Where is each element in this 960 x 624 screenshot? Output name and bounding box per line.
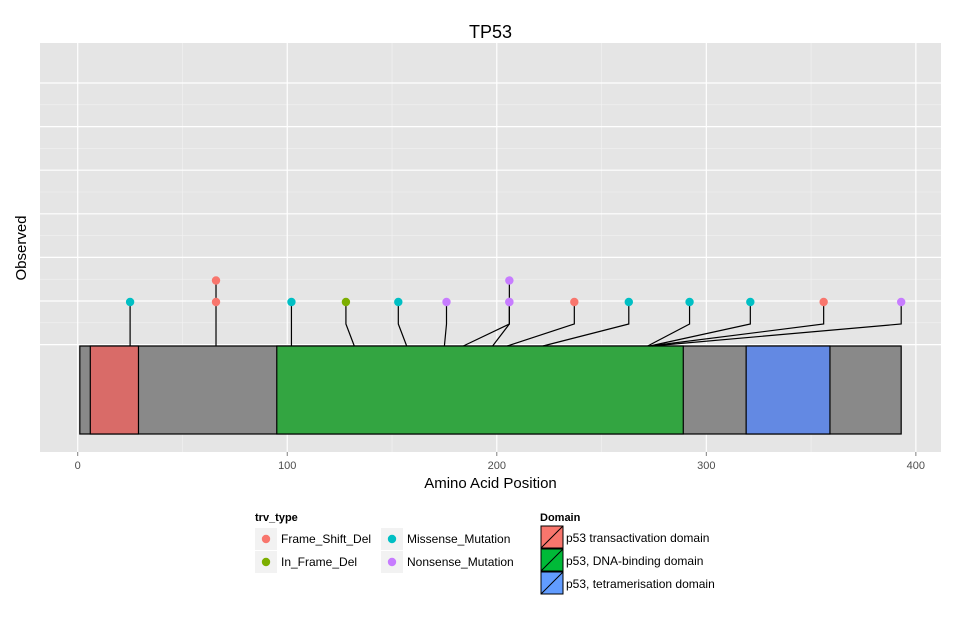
legend-key-point [387,557,397,567]
domain-block [89,345,140,435]
x-tick-label: 200 [488,460,506,472]
protein-track [79,345,902,435]
mutation-point [505,297,514,307]
mutation-point [746,297,755,307]
mutation-points [125,276,906,307]
trv-type-legend: trv_type Frame_Shift_Del In_Frame_Del Miss… [255,512,514,573]
legend-key-point [387,534,397,544]
domain-legend-title: Domain [540,512,581,524]
mutation-connectors [129,280,902,347]
mutation-connector [397,302,408,347]
legend-label: p53, DNA-binding domain [566,554,703,568]
mutation-point [819,297,828,307]
legend-label: p53 transactivation domain [566,531,709,545]
mutation-point [211,297,221,307]
legend-label: Missense_Mutation [407,532,510,546]
mutation-connector [649,302,751,347]
mutation-point [505,276,514,285]
legend-label: Frame_Shift_Del [281,532,371,546]
x-axis-label: Amino Acid Position [424,475,557,492]
legend-label: Nonsense_Mutation [407,555,514,569]
mutation-connector [507,302,575,347]
mutation-connector [492,280,510,347]
x-tick-label: 100 [278,460,296,472]
legend-key-point [261,534,271,544]
legend-key-slash [540,571,564,595]
x-tick-label: 0 [75,460,81,472]
legend-key-slash [540,525,564,549]
mutation-point [287,297,296,307]
mutation-point [341,297,351,307]
domain-block [276,345,684,435]
mutation-point [394,297,403,307]
minor-gridlines [40,43,941,452]
legend-key-point [261,557,271,567]
mutation-connector [649,302,825,347]
mutation-connector [345,302,355,347]
mutation-point [624,297,633,307]
mutation-point [211,276,221,285]
mutation-connector [647,302,691,347]
mutation-point [896,297,906,307]
major-gridlines [40,43,941,452]
mutation-point [570,297,579,307]
legend-label: p53, tetramerisation domain [566,577,715,591]
mutation-connector [542,302,630,347]
domain-block [745,345,831,435]
mutation-connector [443,302,448,347]
x-axis-ticks: 0 100 200 300 400 [75,452,925,472]
legend-key-slash [540,548,564,572]
chart-title: TP53 [469,22,512,42]
x-tick-label: 400 [907,460,925,472]
domain-legend: Domain p53 transactivation domain p53, DN… [540,512,715,595]
y-axis-label: Observed [13,215,30,280]
mutation-connector [651,302,902,347]
mutation-point [685,297,694,307]
mutation-point [442,297,451,307]
legend-label: In_Frame_Del [281,555,357,569]
trv-type-legend-title: trv_type [255,512,298,524]
mutation-point [125,297,135,307]
x-tick-label: 300 [697,460,715,472]
